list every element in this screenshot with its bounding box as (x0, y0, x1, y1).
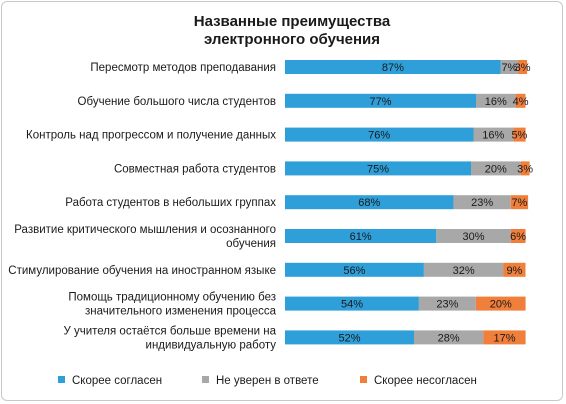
bar-segment (285, 330, 414, 345)
data-label: 9% (506, 265, 522, 277)
bar-segment (285, 127, 474, 142)
bar-segment (476, 296, 526, 311)
category-label: Совместная работа студентов (114, 163, 276, 175)
legend-label: Скорее несогласен (374, 375, 477, 387)
category-label: Стимулирование обучения на иностранном я… (8, 265, 276, 277)
data-label: 61% (350, 231, 372, 243)
legend-swatch (360, 376, 367, 383)
bar-segment (476, 93, 516, 108)
data-label: 56% (343, 265, 365, 277)
bar-segment (471, 161, 521, 176)
data-label: 16% (482, 130, 504, 142)
bar-segment (418, 296, 476, 311)
bar-segment (513, 127, 526, 142)
category-label: индивидуальную работу (146, 339, 277, 351)
data-label: 4% (513, 96, 529, 108)
bar-segment (510, 195, 529, 210)
chart-title-line-2: электронного обучения (204, 31, 380, 48)
data-label: 76% (368, 130, 390, 142)
category-label: У учителя остаётся больше времени на (63, 325, 276, 337)
bar-segment (285, 296, 419, 311)
bar-segment (423, 262, 504, 277)
category-label: обучения (226, 238, 276, 250)
bar-segment (436, 229, 511, 243)
category-label: Работа студентов в небольших группах (65, 197, 276, 209)
bar-segment (285, 161, 471, 176)
data-label: 7% (501, 62, 517, 74)
bar-segment (453, 195, 511, 210)
legend: Скорее согласен Не уверен в ответе Скорее … (58, 375, 477, 387)
bar-segment (483, 330, 526, 345)
data-label: 16% (485, 96, 507, 108)
data-label: 3% (517, 163, 533, 175)
category-labels: Пересмотр методов преподавания Обучение б… (8, 62, 276, 351)
category-label: Контроль над прогрессом и получение данн… (26, 130, 276, 142)
data-label: 5% (511, 130, 527, 142)
legend-swatch (58, 376, 65, 383)
data-label: 32% (453, 265, 475, 277)
legend-label: Скорее согласен (72, 375, 162, 387)
data-label: 3% (515, 62, 531, 74)
bar-segment (414, 330, 484, 345)
data-label: 87% (382, 62, 404, 74)
data-label: 6% (510, 231, 526, 243)
category-label: Развитие критического мышления и осознан… (14, 224, 276, 236)
category-label: Обучение большого числа студентов (78, 96, 276, 108)
bar-segment (500, 60, 519, 74)
data-labels: 87% 7%3%77% 16% 4%76% 16% 5%75% 20% 3%68% 23% 7%6… (338, 62, 533, 344)
chart-title-line-1: Названные преимущества (194, 13, 391, 30)
data-label: 20% (485, 163, 507, 175)
bar-segment (510, 229, 526, 243)
data-label: 52% (338, 332, 360, 344)
bar-segment (515, 93, 526, 108)
legend-swatch (202, 376, 209, 383)
data-label: 30% (462, 231, 484, 243)
category-label: Пересмотр методов преподавания (90, 62, 276, 74)
data-label: 77% (369, 96, 391, 108)
data-label: 75% (367, 163, 389, 175)
bar-segment (518, 60, 528, 74)
data-label: 54% (341, 299, 363, 311)
bar-segment (285, 262, 424, 277)
bars (285, 60, 530, 345)
data-label: 68% (358, 197, 380, 209)
category-label: значительного изменения процесса (85, 306, 277, 318)
chart-title: Названные преимущества электронного обуч… (194, 13, 391, 48)
bar-segment (285, 60, 501, 74)
bar-segment (503, 262, 526, 277)
data-label: 20% (490, 299, 512, 311)
data-label: 23% (471, 197, 493, 209)
bar-segment (520, 161, 530, 176)
data-label: 7% (511, 197, 527, 209)
data-label: 17% (493, 332, 515, 344)
category-label: Помощь традиционному обучению без (68, 292, 276, 304)
data-label: 23% (436, 299, 458, 311)
bar-segment (473, 127, 514, 142)
data-label: 28% (438, 332, 460, 344)
legend-label: Не уверен в ответе (216, 375, 319, 387)
bar-segment (285, 195, 454, 210)
bar-segment (285, 229, 437, 243)
bar-segment (285, 93, 476, 108)
